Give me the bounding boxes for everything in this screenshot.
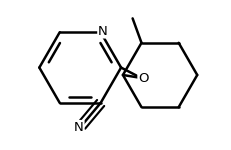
- Text: O: O: [138, 72, 149, 85]
- Text: N: N: [74, 121, 84, 134]
- Text: N: N: [98, 25, 108, 38]
